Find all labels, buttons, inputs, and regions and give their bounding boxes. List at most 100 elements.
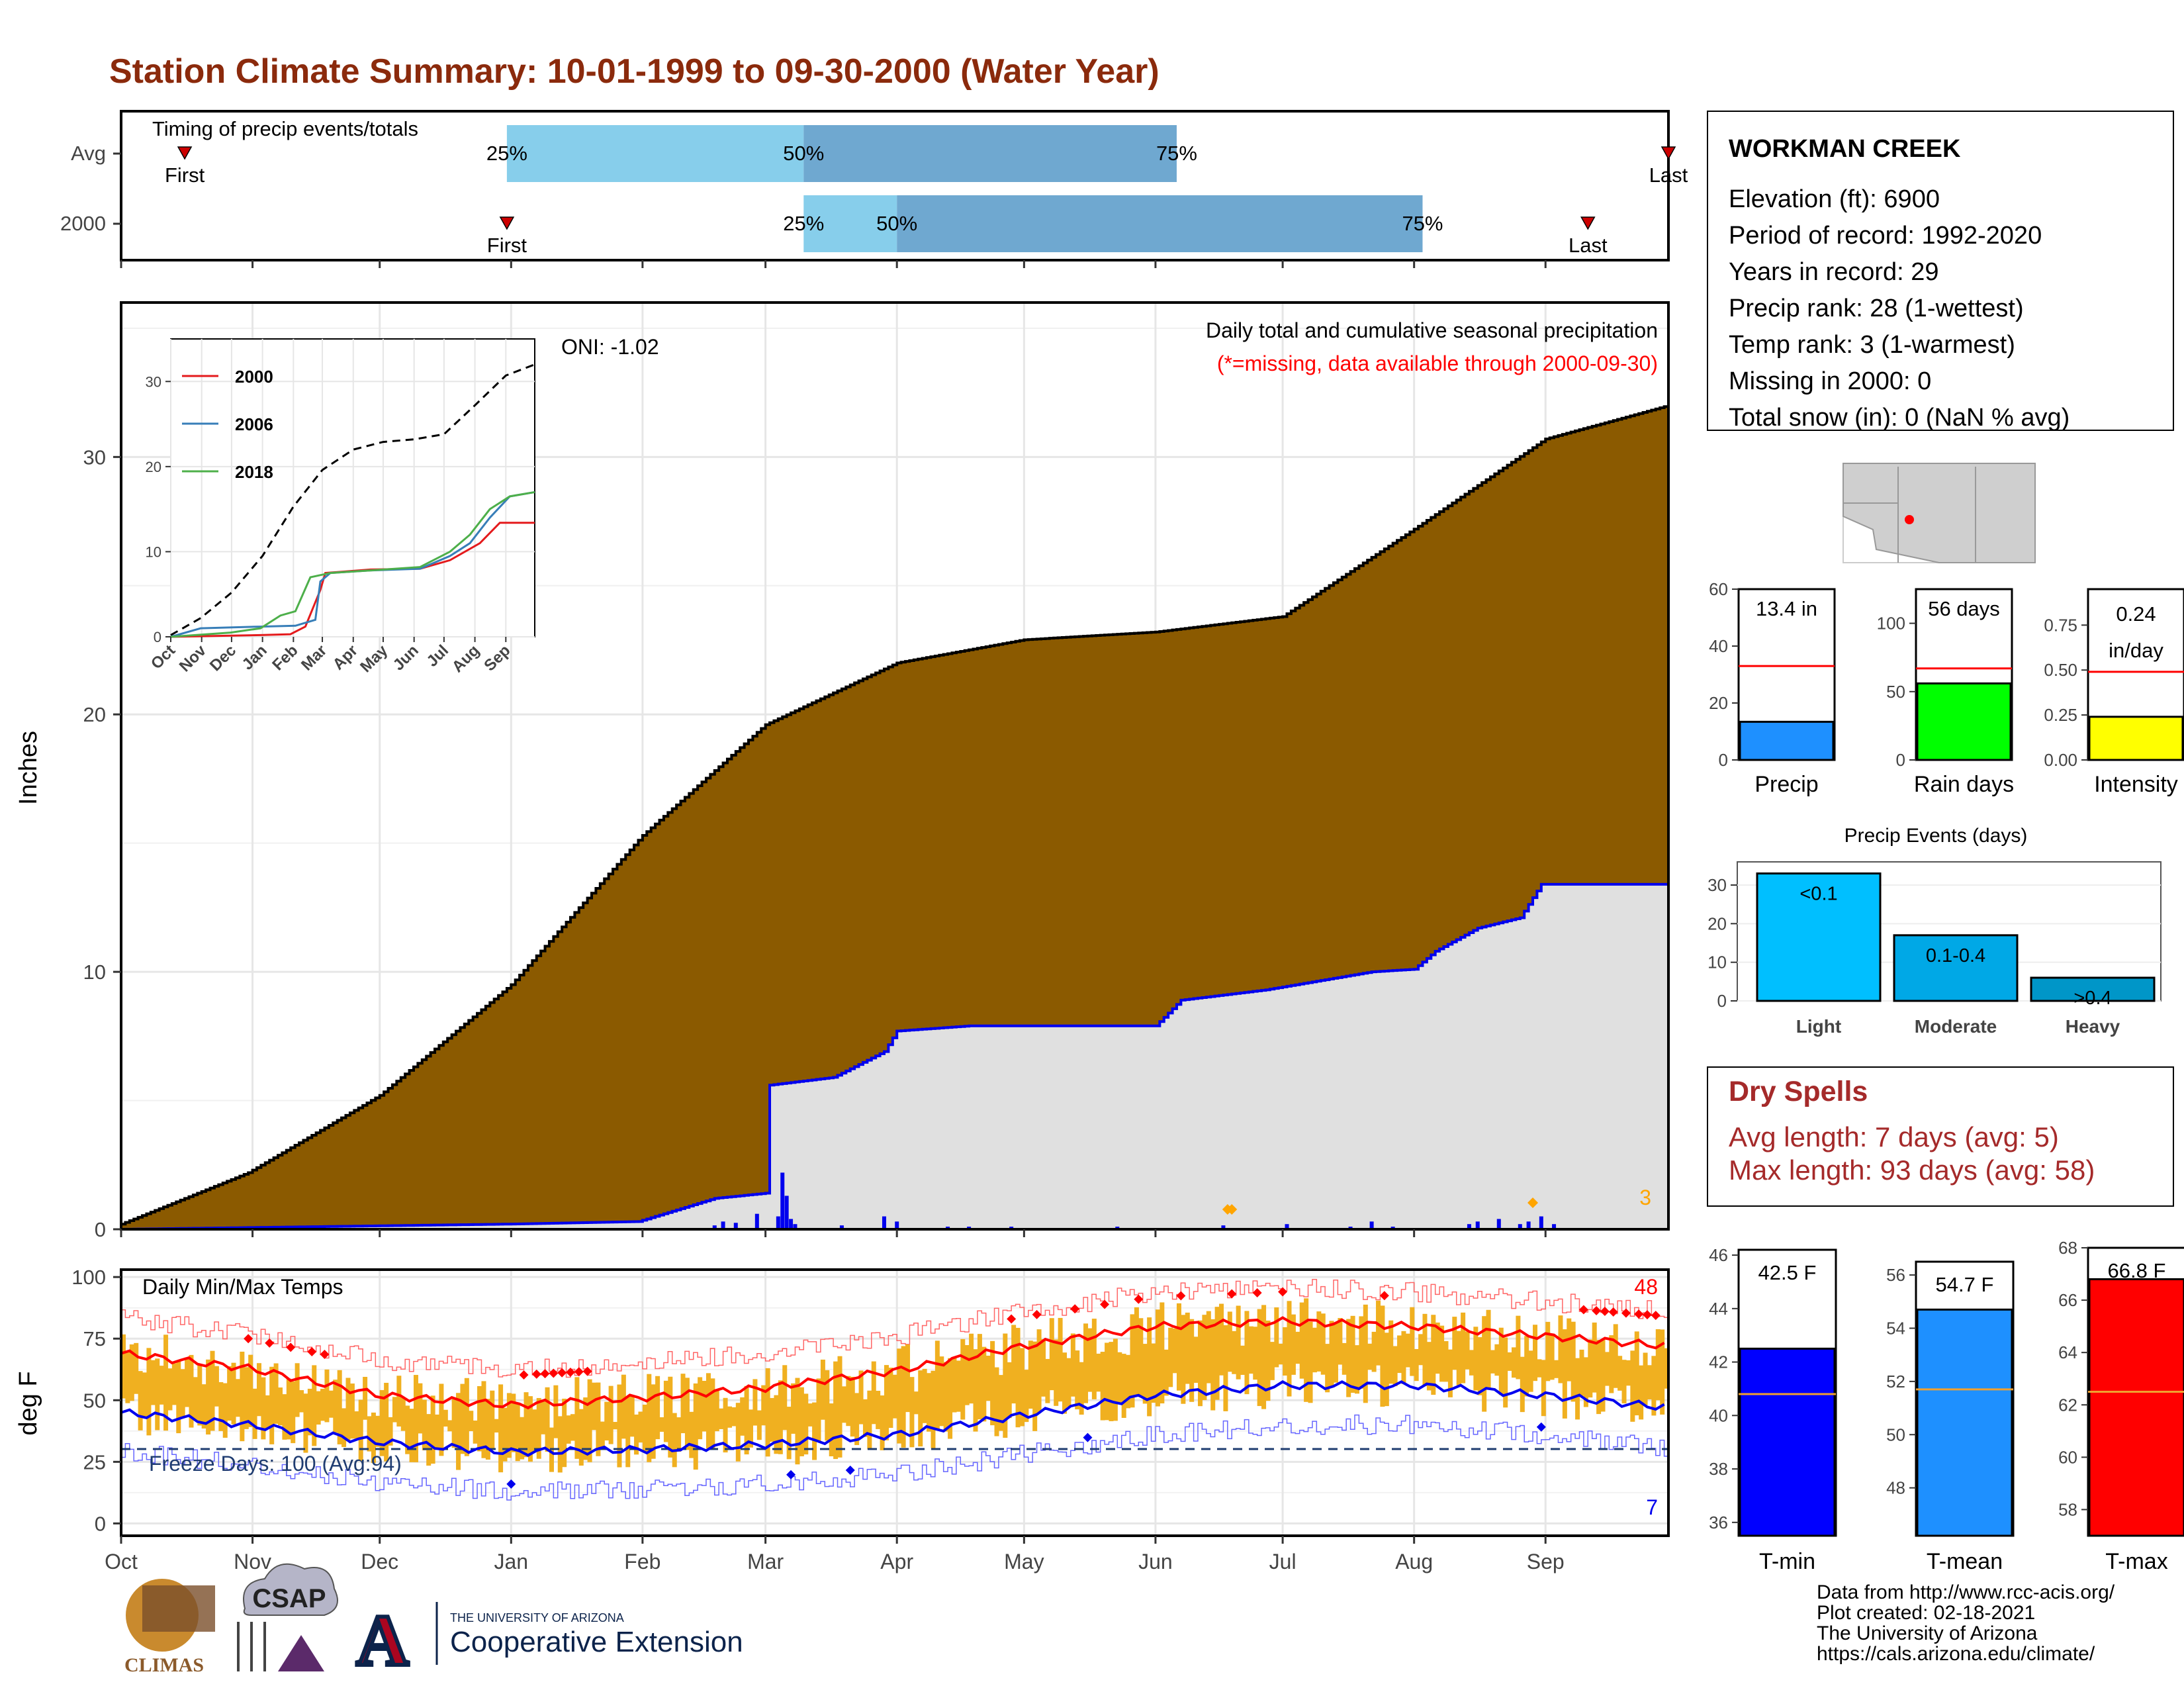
summary-value-1: 56 days [1928, 597, 2000, 620]
daily-temp-bar [210, 1350, 215, 1431]
daily-temp-bar [990, 1340, 995, 1426]
daily-temp-bar [651, 1384, 656, 1459]
daily-precip-bar [1539, 1216, 1543, 1229]
daily-precip-bar [733, 1223, 738, 1229]
daily-temp-bar [392, 1397, 397, 1423]
oni-value: ONI: -1.02 [561, 335, 659, 359]
temp-ytick-label: 0 [95, 1512, 106, 1535]
daily-temp-bar [1376, 1300, 1381, 1366]
temp-summary-label-1: T-mean [1927, 1549, 2003, 1574]
daily-temp-bar [740, 1397, 745, 1436]
daily-temp-bar [1507, 1352, 1512, 1371]
page-title: Station Climate Summary: 10-01-1999 to 0… [109, 52, 1160, 91]
hot-day-mark [582, 1366, 592, 1376]
daily-temp-bar [608, 1385, 614, 1444]
daily-temp-bar [727, 1406, 732, 1428]
daily-temp-bar [1308, 1321, 1313, 1403]
daily-temp-bar [1567, 1318, 1572, 1382]
daily-temp-bar [138, 1371, 143, 1430]
daily-temp-bar [473, 1420, 478, 1444]
temp-month-label: Dec [361, 1550, 398, 1573]
daily-temp-bar [1206, 1311, 1211, 1383]
daily-temp-bar [956, 1360, 961, 1412]
daily-temp-bar [909, 1377, 915, 1448]
daily-temp-bar [1261, 1305, 1267, 1409]
station-detail-line: Temp rank: 3 (1-warmest) [1729, 331, 2015, 359]
daily-temp-bar [985, 1356, 991, 1401]
daily-temp-bar [807, 1403, 813, 1427]
daily-temp-bar [587, 1379, 592, 1462]
daily-temp-bar [969, 1333, 974, 1404]
daily-temp-bar [693, 1383, 698, 1470]
temperature-chart: 0 25 50 75 100 Oct Nov Dec Jan Feb Mar Apr May Jun Ju… [15, 1266, 1670, 1573]
daily-precip-bar [839, 1225, 844, 1229]
precip-frame [120, 301, 1670, 1231]
daily-temp-bar [1312, 1327, 1317, 1373]
daily-temp-bar [218, 1382, 224, 1431]
daily-temp-bar [1019, 1348, 1024, 1427]
daily-temp-bar [1172, 1328, 1177, 1374]
daily-temp-bar [1062, 1352, 1068, 1414]
cold-days-count: 7 [1646, 1495, 1658, 1519]
hot-day-mark [549, 1368, 559, 1378]
daily-temp-bar [1163, 1349, 1169, 1396]
daily-temp-bar [1240, 1345, 1246, 1375]
daily-temp-bar [1278, 1343, 1283, 1365]
daily-temp-bar [409, 1409, 414, 1462]
summary-label-2: Intensity [2094, 772, 2178, 797]
daily-temp-bar [286, 1378, 291, 1440]
timing-last-marker [1580, 216, 1596, 230]
temp-month-label: Nov [234, 1550, 271, 1573]
daily-temp-bar [1003, 1333, 1008, 1438]
footnote: Data from http://www.rcc-acis.org/ Plot … [1817, 1582, 2115, 1664]
timing-q2-bar [803, 125, 1177, 182]
temp-summary-label-0: T-min [1759, 1549, 1815, 1574]
temp-summary-value-2: 66.8 F [2108, 1259, 2166, 1282]
daily-temp-bar [1105, 1342, 1110, 1421]
daily-temp-bar [1291, 1314, 1296, 1375]
footnote-line-1: Data from http://www.rcc-acis.org/ [1817, 1581, 2115, 1603]
timing-q2-bar [897, 195, 1423, 252]
daily-temp-bar [918, 1370, 923, 1447]
csap-mountain [278, 1635, 324, 1671]
daily-temp-bar [273, 1363, 279, 1424]
daily-temp-bar [282, 1394, 287, 1440]
daily-temp-bar [1537, 1359, 1542, 1378]
dry-spells-frame [1707, 1066, 2174, 1207]
daily-temp-bar [1469, 1350, 1474, 1376]
daily-temp-bar [337, 1370, 342, 1444]
daily-temp-bar [858, 1370, 864, 1425]
daily-temp-bar [803, 1393, 809, 1455]
temp-frame [120, 1268, 1670, 1537]
summary-ytick-label: 0.50 [2044, 660, 2077, 680]
daily-temp-bar [862, 1399, 868, 1437]
daily-temp-bar [1100, 1352, 1105, 1421]
daily-temp-bar [185, 1357, 190, 1407]
daily-temp-bar [1503, 1337, 1508, 1408]
temp-label: Daily Min/Max Temps [142, 1275, 343, 1299]
timing-first-marker [499, 216, 515, 230]
daily-temp-bar [1126, 1354, 1131, 1409]
daily-temp-bar [1160, 1302, 1165, 1404]
temp-month-label: Apr [880, 1550, 913, 1573]
daily-temp-bar [1346, 1319, 1351, 1397]
daily-temp-bar [1083, 1323, 1089, 1403]
daily-temp-bar [240, 1351, 245, 1442]
daily-temp-bar [1617, 1356, 1623, 1391]
daily-temp-bar [1647, 1365, 1652, 1399]
daily-temp-bar [1414, 1348, 1419, 1382]
station-detail-line: Years in record: 29 [1729, 258, 1939, 286]
cold-day-mark [786, 1470, 796, 1479]
timing-first-label: First [165, 164, 205, 187]
daily-temp-bar [1498, 1327, 1504, 1395]
daily-temp-bar [1066, 1358, 1071, 1407]
daily-temp-bar [1388, 1320, 1394, 1384]
daily-temp-bar [1592, 1322, 1597, 1393]
daily-temp-bar [494, 1419, 499, 1433]
summary-ytick-label: 60 [1709, 579, 1728, 599]
hot-day-mark [1227, 1289, 1237, 1299]
daily-temp-bar [405, 1405, 410, 1454]
daily-temp-bar [756, 1410, 762, 1440]
daily-temp-bar [1447, 1349, 1453, 1397]
temp-month-label: Sep [1527, 1550, 1565, 1573]
